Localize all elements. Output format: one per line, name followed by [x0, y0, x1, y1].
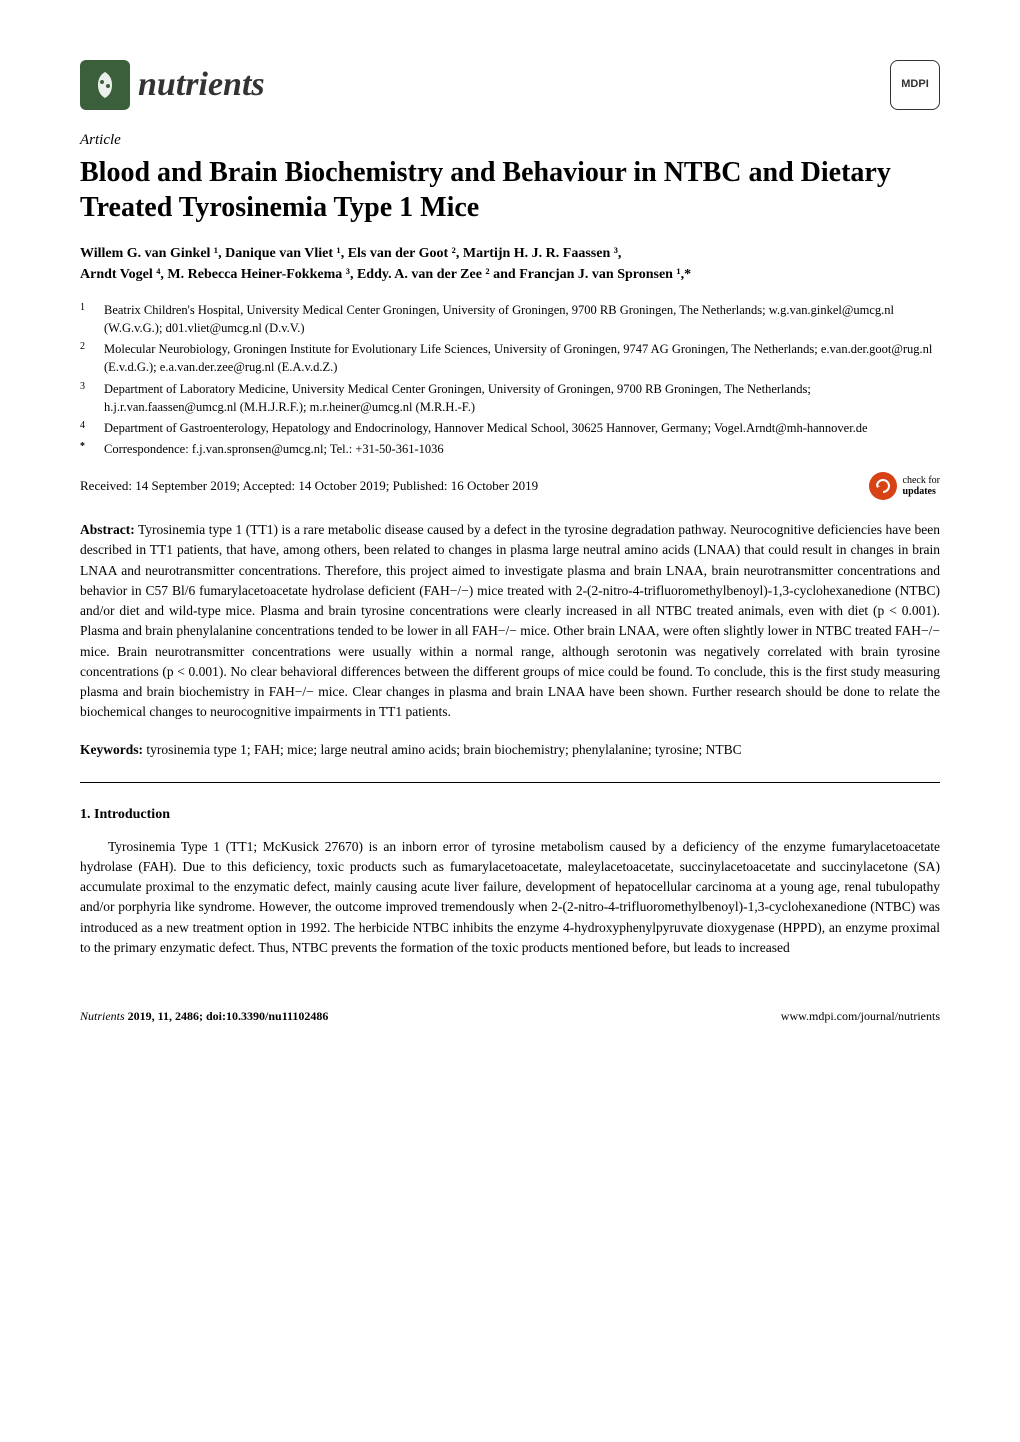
- article-type: Article: [80, 130, 940, 151]
- check-updates-line1: check for: [903, 475, 940, 486]
- article-title: Blood and Brain Biochemistry and Behavio…: [80, 155, 940, 225]
- page-footer: Nutrients 2019, 11, 2486; doi:10.3390/nu…: [80, 1008, 940, 1025]
- affiliation-num: 4: [80, 419, 90, 437]
- header-row: nutrients MDPI: [80, 60, 940, 110]
- abstract-text: Tyrosinemia type 1 (TT1) is a rare metab…: [80, 522, 940, 719]
- affiliation-item: 1 Beatrix Children's Hospital, Universit…: [80, 301, 940, 337]
- affiliation-text: Molecular Neurobiology, Groningen Instit…: [104, 340, 940, 376]
- keywords: Keywords: tyrosinemia type 1; FAH; mice;…: [80, 739, 940, 761]
- introduction-body: Tyrosinemia Type 1 (TT1; McKusick 27670)…: [80, 837, 940, 959]
- correspondence-item: * Correspondence: f.j.van.spronsen@umcg.…: [80, 440, 940, 458]
- affiliation-item: 2 Molecular Neurobiology, Groningen Inst…: [80, 340, 940, 376]
- correspondence-mark: *: [80, 440, 90, 458]
- affiliation-num: 1: [80, 301, 90, 337]
- authors-line-2: Arndt Vogel ⁴, M. Rebecca Heiner-Fokkema…: [80, 267, 691, 282]
- affiliations: 1 Beatrix Children's Hospital, Universit…: [80, 301, 940, 458]
- affiliation-text: Department of Gastroenterology, Hepatolo…: [104, 419, 940, 437]
- affiliation-num: 2: [80, 340, 90, 376]
- authors: Willem G. van Ginkel ¹, Danique van Vlie…: [80, 243, 940, 285]
- check-updates-icon: [869, 472, 897, 500]
- footer-right: www.mdpi.com/journal/nutrients: [781, 1008, 940, 1025]
- footer-left: Nutrients 2019, 11, 2486; doi:10.3390/nu…: [80, 1008, 328, 1025]
- nutrients-icon: [80, 60, 130, 110]
- affiliation-item: 3 Department of Laboratory Medicine, Uni…: [80, 380, 940, 416]
- affiliation-text: Department of Laboratory Medicine, Unive…: [104, 380, 940, 416]
- dates-row: Received: 14 September 2019; Accepted: 1…: [80, 472, 940, 500]
- abstract: Abstract: Tyrosinemia type 1 (TT1) is a …: [80, 520, 940, 723]
- journal-logo: nutrients: [80, 60, 265, 110]
- keywords-text: tyrosinemia type 1; FAH; mice; large neu…: [143, 742, 742, 757]
- authors-line-1: Willem G. van Ginkel ¹, Danique van Vlie…: [80, 246, 621, 261]
- check-updates-text: check for updates: [903, 475, 940, 497]
- affiliation-num: 3: [80, 380, 90, 416]
- mdpi-logo: MDPI: [890, 60, 940, 110]
- footer-journal: Nutrients: [80, 1009, 125, 1023]
- publication-dates: Received: 14 September 2019; Accepted: 1…: [80, 477, 538, 495]
- journal-name: nutrients: [138, 61, 265, 109]
- section-heading: 1. Introduction: [80, 805, 940, 825]
- keywords-label: Keywords:: [80, 742, 143, 757]
- publisher-name: MDPI: [901, 77, 929, 92]
- section-divider: [80, 782, 940, 783]
- footer-citation: 2019, 11, 2486; doi:10.3390/nu11102486: [125, 1009, 329, 1023]
- correspondence-text: Correspondence: f.j.van.spronsen@umcg.nl…: [104, 440, 940, 458]
- check-updates-line2: updates: [903, 486, 936, 497]
- check-updates-badge[interactable]: check for updates: [869, 472, 940, 500]
- affiliation-item: 4 Department of Gastroenterology, Hepato…: [80, 419, 940, 437]
- affiliation-text: Beatrix Children's Hospital, University …: [104, 301, 940, 337]
- abstract-label: Abstract:: [80, 522, 135, 537]
